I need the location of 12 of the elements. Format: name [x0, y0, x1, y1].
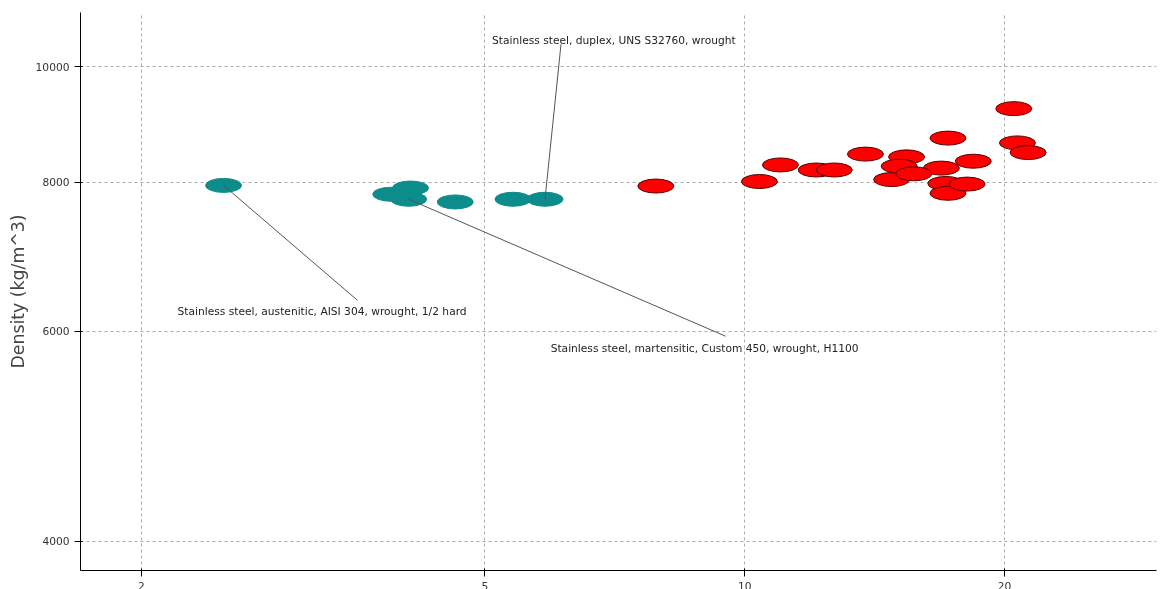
annotation: Stainless steel, duplex, UNS S32760, wrought: [492, 34, 736, 48]
y-axis-title: Density (kg/m^3): [7, 214, 28, 369]
x-tick-label: 20: [997, 579, 1012, 589]
y-tick-label: 10000: [35, 60, 70, 74]
x-tick-label: 2: [138, 579, 145, 589]
y-tick-label: 4000: [42, 535, 70, 549]
annotation: Stainless steel, austenitic, AISI 304, wrought, 1/2 hard: [177, 305, 467, 319]
x-tick-label: 5: [481, 579, 489, 589]
x-tick-label: 10: [737, 579, 752, 589]
y-tick-label: 6000: [42, 325, 70, 339]
y-tick-label: 8000: [42, 176, 70, 190]
annotation: Stainless steel, martensitic, Custom 450, wrought, H1100: [550, 342, 859, 356]
